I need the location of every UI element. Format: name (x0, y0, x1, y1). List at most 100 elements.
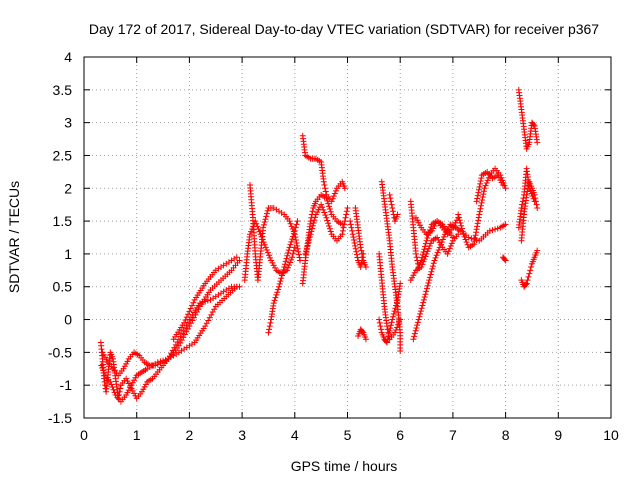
data-point (530, 121, 537, 128)
data-point (111, 389, 118, 396)
data-point (265, 329, 272, 336)
data-point (434, 249, 441, 256)
data-point (534, 139, 541, 146)
data-point (476, 183, 483, 190)
data-point (357, 244, 364, 251)
data-point (340, 224, 347, 231)
data-point (290, 233, 297, 240)
data-point (472, 232, 479, 239)
data-point (474, 220, 481, 227)
data-point (418, 305, 425, 312)
data-point (292, 237, 299, 244)
data-point (321, 181, 328, 188)
data-point (247, 231, 254, 238)
data-point (484, 177, 491, 184)
data-point (481, 185, 488, 192)
data-point (455, 214, 462, 221)
data-point (273, 291, 280, 298)
data-point (182, 316, 189, 323)
data-point (501, 182, 508, 189)
data-point (390, 310, 397, 317)
data-point (489, 227, 496, 234)
data-point (331, 190, 338, 197)
data-point (266, 323, 273, 330)
data-point (321, 209, 328, 216)
data-point (439, 236, 446, 243)
data-point (349, 231, 356, 238)
data-point (236, 257, 243, 264)
data-point (421, 294, 428, 301)
data-point (392, 305, 399, 312)
data-point (252, 218, 259, 225)
data-point (353, 251, 360, 258)
data-point (341, 218, 348, 225)
data-point (422, 291, 429, 298)
x-tick-label: 1 (133, 427, 141, 443)
data-point (326, 223, 333, 230)
data-point (414, 322, 421, 329)
data-point (307, 231, 314, 238)
data-point (185, 311, 192, 318)
data-point (527, 267, 534, 274)
data-point (478, 199, 485, 206)
data-point (475, 186, 482, 193)
data-point (478, 202, 485, 209)
data-point (110, 386, 117, 393)
data-point (473, 226, 480, 233)
data-point (376, 316, 383, 323)
data-point (285, 247, 292, 254)
data-point (352, 242, 359, 249)
data-point (362, 336, 369, 343)
data-point (318, 201, 325, 208)
data-point (359, 328, 366, 335)
data-point (327, 208, 334, 215)
data-point (518, 204, 525, 211)
data-point (359, 254, 366, 261)
data-point (527, 187, 534, 194)
data-point (384, 336, 391, 343)
data-point (320, 206, 327, 213)
data-point (432, 254, 439, 261)
data-point (323, 214, 330, 221)
data-point (322, 185, 329, 192)
data-point (348, 224, 355, 231)
data-point (362, 264, 369, 271)
data-point (475, 214, 482, 221)
y-tick-label: -1.5 (48, 410, 72, 426)
data-points (97, 86, 541, 405)
data-point (202, 298, 209, 305)
data-point (460, 231, 467, 238)
data-point (288, 238, 295, 245)
data-point (329, 195, 336, 202)
data-point (477, 205, 484, 212)
data-point (423, 250, 430, 257)
data-point (418, 264, 425, 271)
data-point (328, 198, 335, 205)
data-point (279, 272, 286, 279)
data-point (438, 239, 445, 246)
data-point (486, 227, 493, 234)
x-tick-labels: 0 1 2 3 4 5 6 7 8 9 10 (80, 427, 619, 443)
data-point (320, 178, 327, 185)
data-point (265, 252, 272, 259)
data-point (203, 320, 210, 327)
data-point (427, 240, 434, 247)
data-point (255, 225, 262, 232)
data-point (327, 228, 334, 235)
grid (84, 57, 611, 418)
data-point (388, 319, 395, 326)
data-point (157, 360, 164, 367)
x-tick-label: 4 (291, 427, 299, 443)
data-point (275, 283, 282, 290)
data-point (476, 208, 483, 215)
data-point (196, 300, 203, 307)
data-point (284, 264, 291, 271)
data-point (440, 233, 447, 240)
data-point (417, 310, 424, 317)
data-point (478, 175, 485, 182)
data-point (433, 252, 440, 259)
data-point (360, 250, 367, 257)
data-point (293, 239, 300, 246)
data-point (394, 211, 401, 218)
data-point (389, 204, 396, 211)
